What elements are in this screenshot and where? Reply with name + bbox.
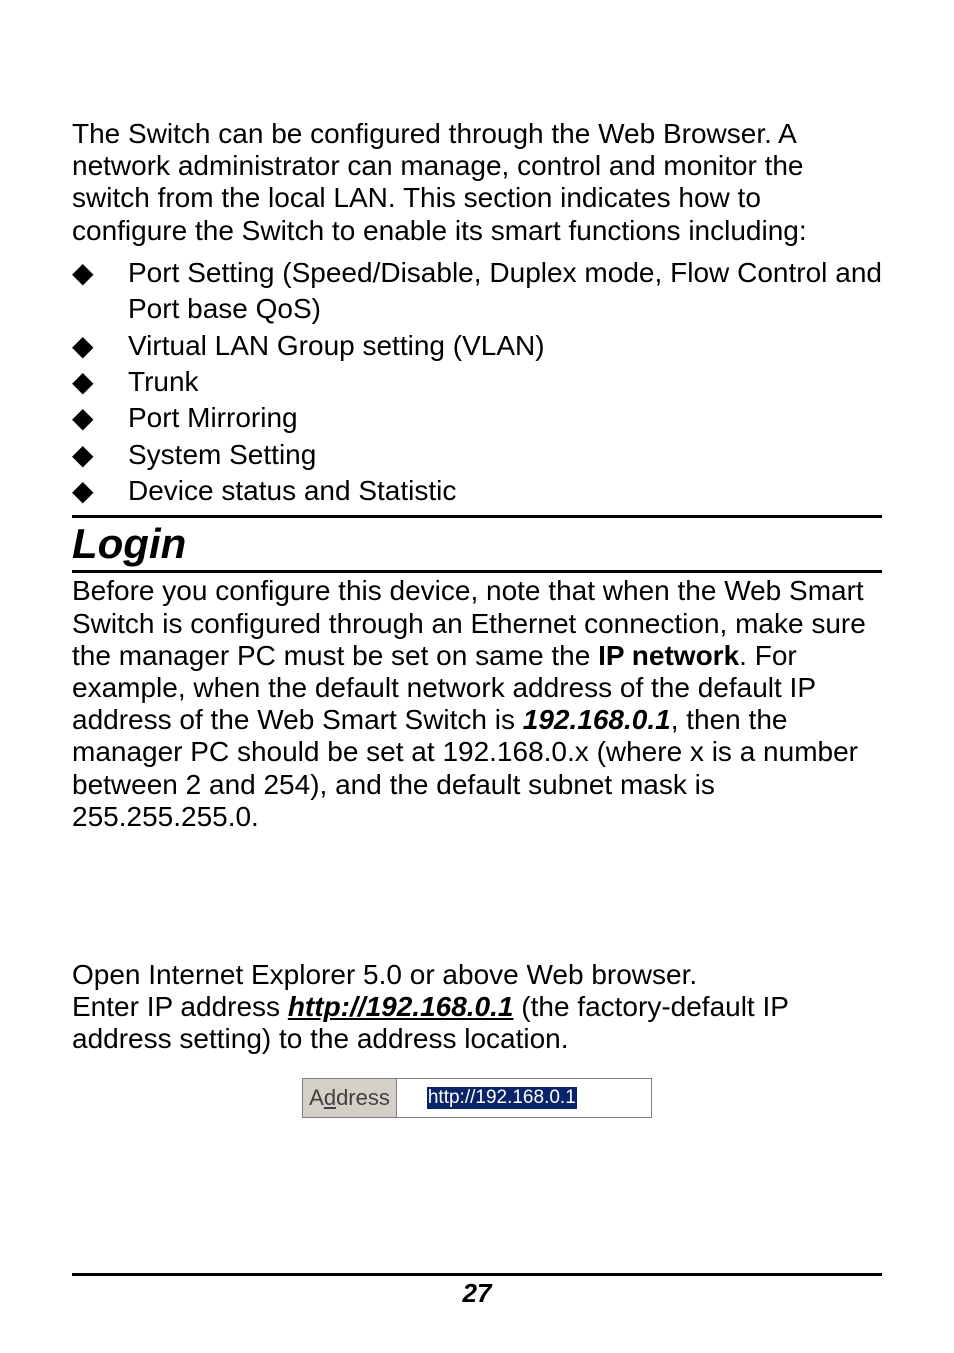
bullet-text: Virtual LAN Group setting (VLAN)	[128, 328, 882, 364]
open-browser-line: Open Internet Explorer 5.0 or above Web …	[72, 959, 882, 991]
intro-paragraph: The Switch can be configured through the…	[72, 118, 882, 247]
address-label-prefix: A	[309, 1085, 324, 1111]
address-bar: Address http://192.168.0.1	[302, 1078, 652, 1118]
spacer	[72, 1056, 882, 1078]
login-para-ip-address: 192.168.0.1	[523, 704, 671, 735]
bullet-text: Port Setting (Speed/Disable, Duplex mode…	[128, 255, 882, 328]
enter-ip-line: Enter IP address http://192.168.0.1 (the…	[72, 991, 882, 1055]
factory-default-url: http://192.168.0.1	[288, 991, 514, 1022]
spacer	[72, 833, 882, 959]
page-number: 27	[463, 1278, 492, 1308]
feature-bullet-list: ◆ Port Setting (Speed/Disable, Duplex mo…	[72, 255, 882, 510]
login-heading: Login	[72, 515, 882, 573]
enter-ip-pre: Enter IP address	[72, 991, 288, 1022]
bullet-text: Port Mirroring	[128, 400, 882, 436]
bullet-diamond-icon: ◆	[72, 400, 128, 436]
address-input[interactable]: http://192.168.0.1	[397, 1079, 651, 1117]
bullet-text: Trunk	[128, 364, 882, 400]
bullet-text: Device status and Statistic	[128, 473, 882, 509]
bullet-text: System Setting	[128, 437, 882, 473]
address-bar-image: Address http://192.168.0.1	[72, 1078, 882, 1118]
login-paragraph: Before you configure this device, note t…	[72, 575, 882, 833]
list-item: ◆ System Setting	[72, 437, 882, 473]
list-item: ◆ Virtual LAN Group setting (VLAN)	[72, 328, 882, 364]
bullet-diamond-icon: ◆	[72, 364, 128, 400]
list-item: ◆ Device status and Statistic	[72, 473, 882, 509]
address-label: Address	[303, 1079, 397, 1117]
bullet-diamond-icon: ◆	[72, 255, 128, 328]
address-url-text: http://192.168.0.1	[427, 1087, 577, 1109]
page-footer: 27	[72, 1273, 882, 1309]
bullet-diamond-icon: ◆	[72, 473, 128, 509]
list-item: ◆ Port Mirroring	[72, 400, 882, 436]
bullet-diamond-icon: ◆	[72, 437, 128, 473]
login-para-bold-ipnetwork: IP network	[598, 640, 739, 671]
address-label-suffix: dress	[336, 1085, 390, 1111]
list-item: ◆ Port Setting (Speed/Disable, Duplex mo…	[72, 255, 882, 328]
address-label-underlined: d	[324, 1085, 336, 1111]
bullet-diamond-icon: ◆	[72, 328, 128, 364]
list-item: ◆ Trunk	[72, 364, 882, 400]
